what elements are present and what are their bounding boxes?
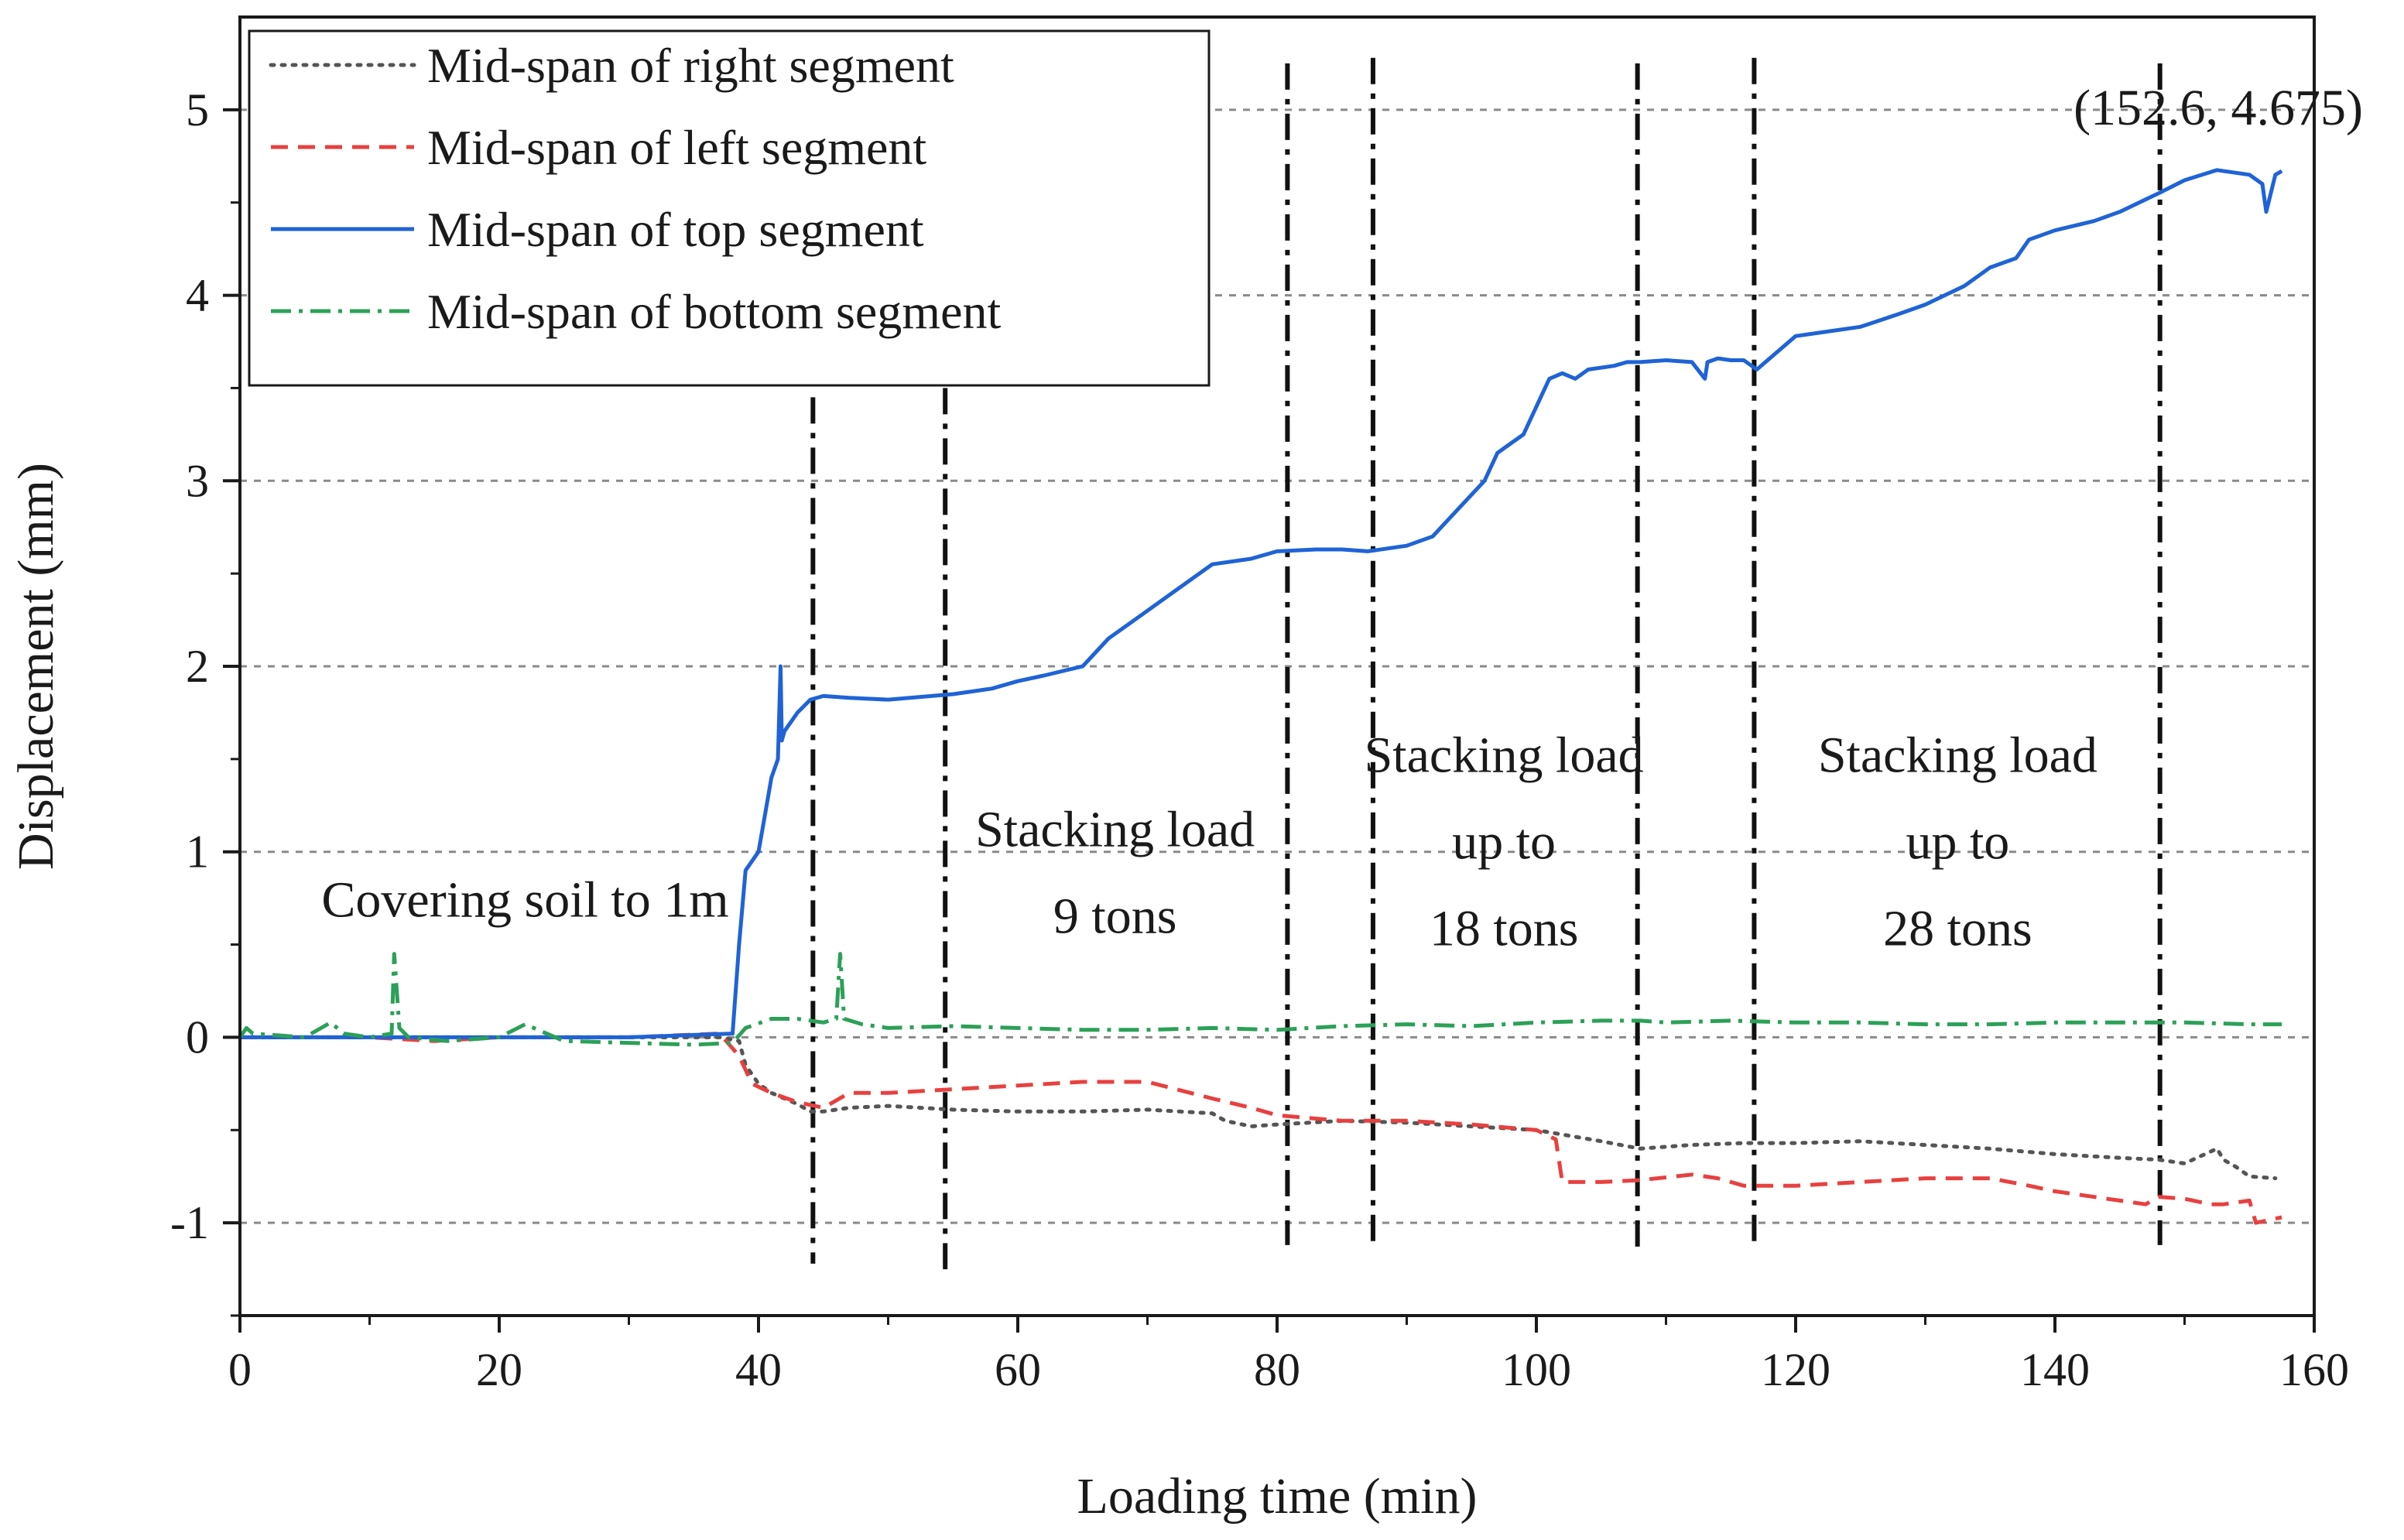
y-tick-label: 2 (186, 641, 209, 692)
legend-label: Mid-span of right segment (427, 38, 954, 93)
annotation-text: Covering soil to 1m (321, 872, 728, 929)
annotation-text: Stacking load up to 28 tons (1818, 727, 2098, 957)
axis-ticks: 0 20 40 60 80 100 120 140 160 -1 0 1 2 3 4 5 (170, 84, 2349, 1395)
series-line-0 (238, 1035, 2278, 1181)
x-tick-label: 60 (995, 1344, 1041, 1395)
x-tick-label: 140 (2020, 1344, 2090, 1395)
data-series (238, 168, 2283, 1225)
annotation-line: 18 tons (1430, 901, 1579, 957)
y-tick-label: 1 (186, 826, 209, 878)
annotation-line: up to (1452, 814, 1556, 871)
legend-label: Mid-span of top segment (427, 202, 924, 257)
series-line-2 (240, 168, 2283, 1039)
y-tick-label: -1 (170, 1197, 209, 1248)
x-tick-label: 20 (476, 1344, 522, 1395)
annotation-line: Stacking load (975, 802, 1255, 858)
y-axis-title: Displacement (mm) (8, 463, 64, 870)
x-tick-label: 120 (1761, 1344, 1830, 1395)
legend-box (248, 29, 1211, 387)
legend: Mid-span of right segment Mid-span of lef… (248, 29, 1211, 387)
x-tick-label: 40 (735, 1344, 782, 1395)
y-tick-label: 0 (186, 1011, 209, 1063)
x-tick-label: 80 (1254, 1344, 1300, 1395)
legend-label: Mid-span of left segment (427, 120, 926, 175)
gridlines (240, 108, 2314, 1224)
annotation-line: Stacking load (1365, 727, 1644, 784)
series-line-1 (240, 1032, 2282, 1225)
annotation-text: Stacking load 9 tons (975, 802, 1255, 945)
x-tick-label: 160 (2279, 1344, 2349, 1395)
x-tick-label: 0 (228, 1344, 252, 1395)
annotation-line: 9 tons (1053, 888, 1177, 945)
phase-divider-lines (810, 57, 2163, 1270)
annotation-line: Stacking load (1818, 727, 2098, 784)
y-tick-label: 5 (186, 84, 209, 135)
annotation-text: Stacking load up to 18 tons (1365, 727, 1644, 957)
annotation-line: up to (1906, 814, 2009, 871)
legend-label: Mid-span of bottom segment (427, 284, 1001, 339)
y-tick-label: 3 (186, 455, 209, 506)
x-axis-title: Loading time (min) (1077, 1468, 1478, 1525)
y-tick-label: 4 (186, 270, 209, 321)
series-line-3 (238, 952, 2282, 1047)
annotation-line: (152.6, 4.675) (2074, 80, 2363, 136)
x-tick-label: 100 (1502, 1344, 1571, 1395)
annotation-line: 28 tons (1883, 901, 2032, 957)
annotation-line: Covering soil to 1m (321, 872, 728, 929)
annotation-text: (152.6, 4.675) (2074, 80, 2363, 136)
